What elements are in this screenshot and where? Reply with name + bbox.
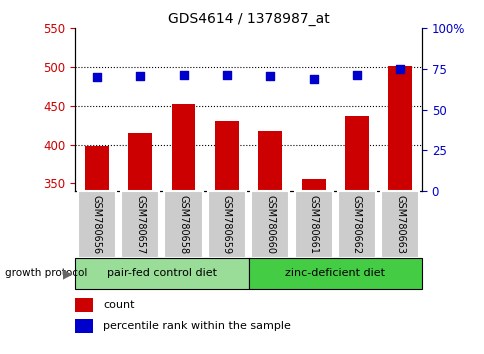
Point xyxy=(352,72,360,78)
Bar xyxy=(294,191,332,258)
Point xyxy=(395,66,403,72)
Text: GSM780663: GSM780663 xyxy=(394,195,405,254)
Point xyxy=(136,73,144,78)
Text: GSM780661: GSM780661 xyxy=(308,195,318,254)
Bar xyxy=(207,191,245,258)
Bar xyxy=(258,131,282,354)
Bar xyxy=(171,104,195,354)
Bar xyxy=(121,191,159,258)
Text: GSM780659: GSM780659 xyxy=(222,195,231,255)
Bar xyxy=(77,191,116,258)
Bar xyxy=(75,319,92,333)
Bar xyxy=(85,146,108,354)
Point xyxy=(266,73,273,78)
Point xyxy=(93,74,101,80)
Bar xyxy=(128,133,152,354)
Text: GSM780656: GSM780656 xyxy=(91,195,102,255)
Text: GSM780660: GSM780660 xyxy=(265,195,274,254)
Bar xyxy=(380,191,419,258)
Text: GSM780662: GSM780662 xyxy=(351,195,361,255)
Text: ▶: ▶ xyxy=(63,267,73,280)
Text: pair-fed control diet: pair-fed control diet xyxy=(106,268,216,279)
Bar xyxy=(344,116,368,354)
Point xyxy=(179,72,187,78)
Bar xyxy=(75,298,92,312)
Title: GDS4614 / 1378987_at: GDS4614 / 1378987_at xyxy=(167,12,329,26)
Text: GSM780657: GSM780657 xyxy=(135,195,145,255)
Bar xyxy=(164,191,202,258)
Bar xyxy=(214,121,238,354)
Point xyxy=(309,76,317,82)
Bar xyxy=(337,191,375,258)
Bar xyxy=(388,66,411,354)
Bar xyxy=(75,258,248,289)
Bar xyxy=(248,258,421,289)
Text: percentile rank within the sample: percentile rank within the sample xyxy=(103,321,290,331)
Point xyxy=(223,72,230,78)
Text: count: count xyxy=(103,300,134,310)
Text: growth protocol: growth protocol xyxy=(5,268,87,279)
Text: GSM780658: GSM780658 xyxy=(178,195,188,255)
Bar xyxy=(301,179,325,354)
Bar xyxy=(251,191,289,258)
Text: zinc-deficient diet: zinc-deficient diet xyxy=(285,268,384,279)
